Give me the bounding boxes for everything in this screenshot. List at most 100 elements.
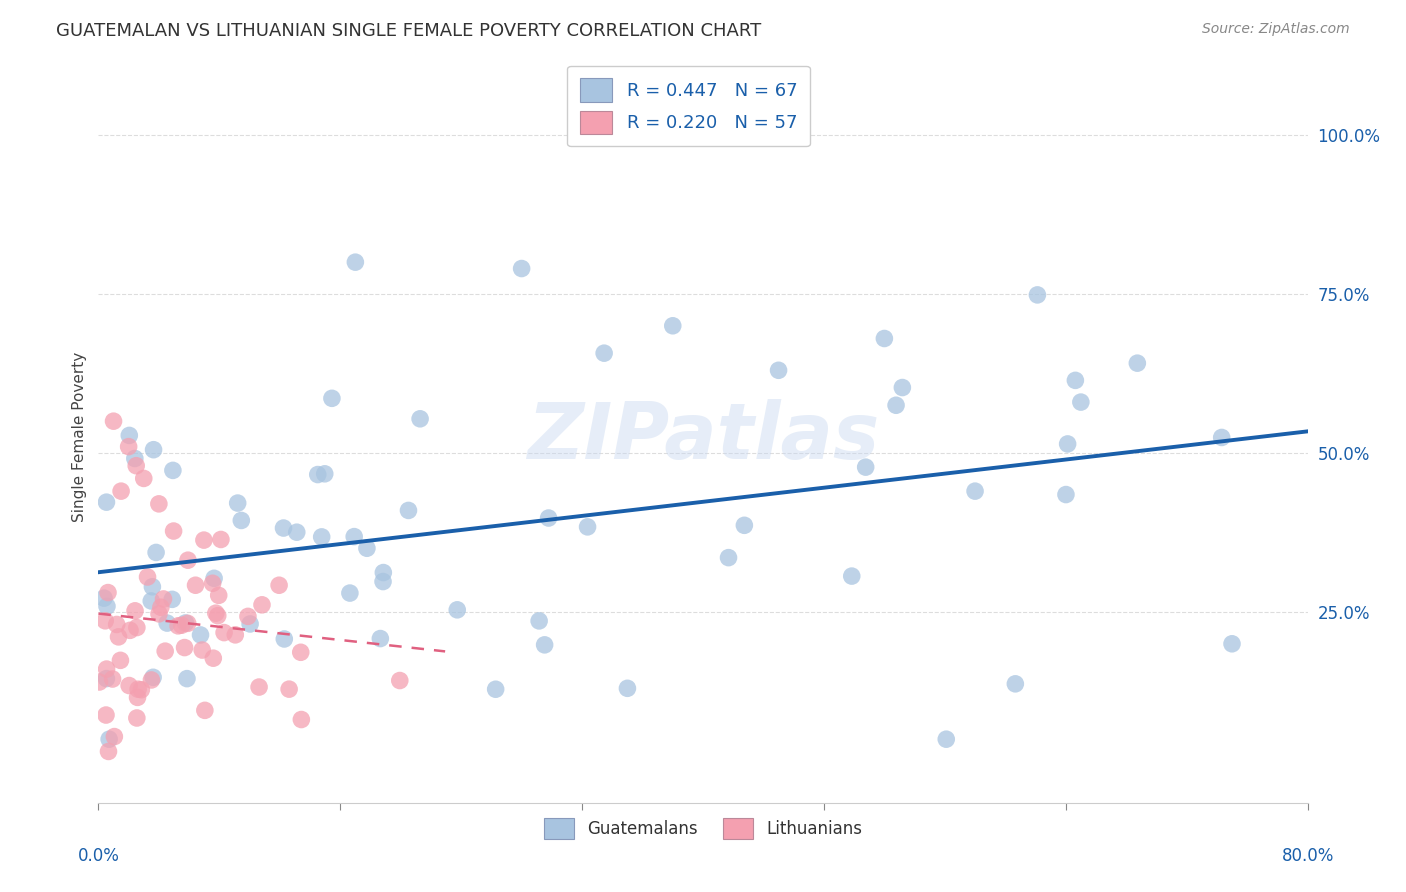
Point xyxy=(307,467,329,482)
Point xyxy=(97,744,120,758)
Point xyxy=(290,645,312,659)
Point xyxy=(768,363,790,377)
Point xyxy=(356,541,378,556)
Text: 0.0%: 0.0% xyxy=(77,847,120,865)
Text: Source: ZipAtlas.com: Source: ZipAtlas.com xyxy=(1202,22,1350,37)
Point xyxy=(176,672,198,686)
Y-axis label: Single Female Poverty: Single Female Poverty xyxy=(72,352,87,522)
Point xyxy=(149,600,172,615)
Point xyxy=(314,467,336,481)
Point xyxy=(145,545,167,559)
Text: GUATEMALAN VS LITHUANIAN SINGLE FEMALE POVERTY CORRELATION CHART: GUATEMALAN VS LITHUANIAN SINGLE FEMALE P… xyxy=(56,22,762,40)
Point xyxy=(194,703,217,717)
Point xyxy=(278,682,301,697)
Point xyxy=(127,690,149,705)
Point xyxy=(285,525,308,540)
Point xyxy=(152,591,174,606)
Point xyxy=(142,442,165,457)
Point xyxy=(273,521,295,535)
Point xyxy=(162,524,184,538)
Point xyxy=(142,670,165,684)
Point xyxy=(527,614,550,628)
Point xyxy=(1054,487,1077,501)
Point xyxy=(873,331,896,345)
Point xyxy=(184,578,207,592)
Point xyxy=(273,632,295,646)
Point xyxy=(93,591,115,606)
Point xyxy=(965,484,987,499)
Point xyxy=(510,261,533,276)
Point xyxy=(1004,677,1026,691)
Point xyxy=(593,346,616,360)
Point xyxy=(107,630,129,644)
Point xyxy=(136,570,159,584)
Point xyxy=(1056,437,1078,451)
Point xyxy=(388,673,411,688)
Point xyxy=(118,624,141,638)
Point xyxy=(409,412,432,426)
Point xyxy=(239,617,262,632)
Point xyxy=(103,730,125,744)
Point xyxy=(205,606,228,620)
Point xyxy=(141,594,163,608)
Point xyxy=(118,440,141,454)
Point xyxy=(141,580,163,594)
Point xyxy=(177,553,200,567)
Point xyxy=(661,318,683,333)
Point xyxy=(110,484,132,499)
Legend: Guatemalans, Lithuanians: Guatemalans, Lithuanians xyxy=(537,811,869,846)
Point xyxy=(1220,637,1243,651)
Point xyxy=(321,392,343,406)
Point xyxy=(533,638,555,652)
Point xyxy=(311,530,333,544)
Point xyxy=(891,380,914,394)
Point xyxy=(191,643,214,657)
Point xyxy=(855,460,877,475)
Point xyxy=(202,571,225,585)
Point xyxy=(190,628,212,642)
Point xyxy=(105,617,128,632)
Point xyxy=(344,255,367,269)
Point xyxy=(141,673,163,687)
Point xyxy=(841,569,863,583)
Point xyxy=(96,662,118,676)
Point xyxy=(231,513,253,527)
Point xyxy=(148,497,170,511)
Point xyxy=(616,681,638,696)
Point xyxy=(209,533,232,547)
Point xyxy=(1126,356,1149,370)
Point xyxy=(398,503,420,517)
Point xyxy=(208,588,231,602)
Point xyxy=(110,653,132,667)
Point xyxy=(97,585,120,599)
Point xyxy=(173,640,195,655)
Point xyxy=(174,615,197,630)
Point xyxy=(1026,288,1049,302)
Point xyxy=(1064,373,1087,387)
Point xyxy=(236,609,259,624)
Point xyxy=(207,608,229,623)
Point xyxy=(131,682,153,697)
Point xyxy=(884,398,907,412)
Point xyxy=(96,495,118,509)
Point xyxy=(193,533,215,548)
Point xyxy=(247,680,270,694)
Point xyxy=(127,682,149,697)
Point xyxy=(935,732,957,747)
Point xyxy=(224,628,246,642)
Point xyxy=(118,428,141,442)
Point xyxy=(125,711,148,725)
Point xyxy=(576,520,599,534)
Point xyxy=(202,651,225,665)
Point xyxy=(124,604,146,618)
Point xyxy=(733,518,755,533)
Point xyxy=(94,708,117,723)
Point xyxy=(339,586,361,600)
Point xyxy=(537,511,560,525)
Point xyxy=(103,414,125,428)
Point xyxy=(371,574,394,589)
Point xyxy=(125,458,148,473)
Point xyxy=(167,619,190,633)
Point xyxy=(269,578,291,592)
Point xyxy=(446,603,468,617)
